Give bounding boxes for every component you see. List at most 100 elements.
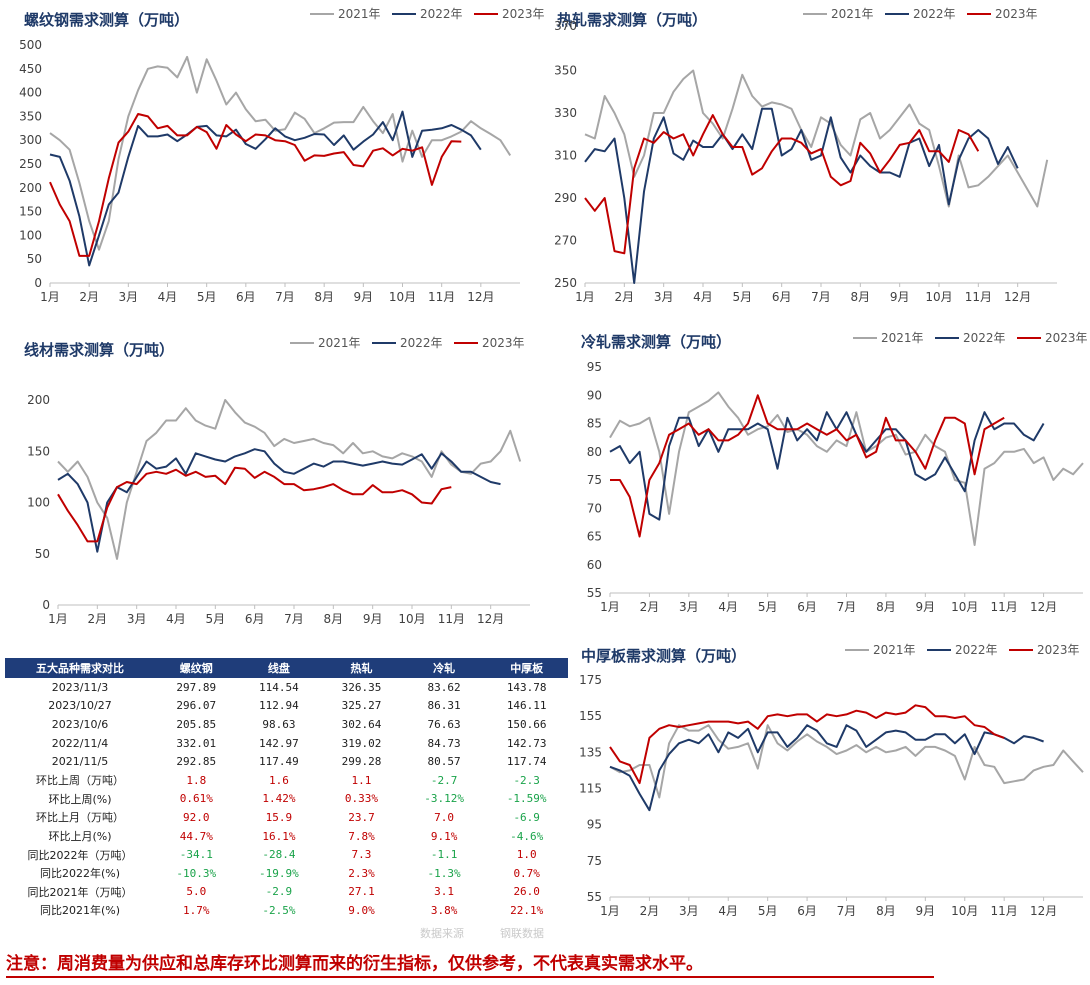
x-tick-label: 9月 — [890, 290, 910, 304]
rebar-demand-chart: 螺纹钢需求测算（万吨） 2021年 2022年 2023年 0 50 100 150 200 25… — [0, 0, 545, 320]
y-tick-label: 50 — [35, 547, 50, 561]
legend-label: 2023年 — [1037, 643, 1080, 657]
series-line-s2023 — [584, 114, 980, 255]
row-label: 2023/10/27 — [48, 699, 112, 713]
legend-label: 2023年 — [482, 336, 525, 350]
x-tick-label: 8月 — [324, 612, 344, 626]
y-tick-label: 70 — [587, 501, 602, 515]
legend-label: 2022年 — [400, 336, 443, 350]
table-cell: 117.74 — [506, 755, 547, 769]
table-header-cell: 五大品种需求对比 — [5, 658, 155, 678]
table-cell: 143.78 — [506, 680, 547, 694]
table-cell: 112.94 — [259, 699, 299, 713]
table-cell: 1.0 — [516, 848, 537, 862]
table-cell: 0.7% — [513, 866, 540, 880]
y-tick-label: 100 — [19, 228, 42, 242]
x-tick-label: 4月 — [693, 290, 713, 304]
row-label: 同比2021年（万吨） — [27, 885, 133, 899]
x-tick-label: 7月 — [284, 612, 304, 626]
x-tick-label: 6月 — [236, 290, 256, 304]
row-label: 2023/11/3 — [51, 680, 109, 694]
legend-label: 2023年 — [995, 7, 1038, 21]
table-cell: 0.61% — [179, 792, 213, 806]
x-tick-label: 1月 — [48, 612, 68, 626]
row-label: 同比2022年（万吨） — [27, 848, 133, 862]
x-tick-label: 10月 — [398, 612, 425, 626]
table-row: 2023/10/27 296.07 112.94 325.27 86.31 146.11 — [5, 697, 568, 716]
table-cell: 142.73 — [506, 736, 547, 750]
table-cell: 27.1 — [348, 885, 375, 899]
table-cell: -1.3% — [427, 866, 461, 880]
y-tick-label: 95 — [587, 360, 602, 374]
series-line-s2023 — [49, 113, 462, 257]
x-tick-label: 6月 — [772, 290, 792, 304]
table-cell: 302.64 — [341, 717, 382, 731]
x-tick-label: 8月 — [876, 600, 896, 614]
table-cell: 1.7% — [183, 903, 210, 917]
table-header-cell: 螺纹钢 — [155, 658, 238, 678]
table-cell: 2.3% — [348, 866, 375, 880]
x-tick-label: 8月 — [851, 290, 871, 304]
table-header-cell: 冷轧 — [402, 658, 486, 678]
x-tick-label: 6月 — [797, 600, 817, 614]
x-tick-label: 3月 — [679, 904, 699, 918]
table-cell: 22.1% — [510, 903, 544, 917]
x-tick-label: 9月 — [916, 600, 936, 614]
series-line-s2023 — [57, 466, 452, 543]
y-tick-label: 300 — [19, 133, 42, 147]
y-tick-label: 250 — [19, 157, 42, 171]
y-tick-label: 350 — [554, 64, 577, 78]
table-cell: 16.1% — [262, 829, 296, 843]
y-tick-label: 250 — [554, 276, 577, 290]
table-cell: 117.49 — [259, 755, 299, 769]
table-cell: 296.07 — [176, 699, 217, 713]
x-tick-label: 7月 — [811, 290, 831, 304]
table-cell: 86.31 — [427, 699, 461, 713]
x-tick-label: 8月 — [314, 290, 334, 304]
table-cell: -2.3 — [513, 773, 540, 787]
x-tick-label: 1月 — [600, 600, 620, 614]
table-cell: -2.5% — [262, 903, 296, 917]
y-tick-label: 55 — [587, 586, 602, 600]
x-tick-label: 4月 — [718, 904, 738, 918]
table-cell: -1.1 — [430, 848, 458, 862]
row-label: 2022/11/4 — [51, 736, 109, 750]
table-row: 环比上月(%) 44.7% 16.1% 7.8% 9.1% -4.6% — [5, 827, 568, 846]
x-tick-label: 2月 — [640, 904, 660, 918]
y-tick-label: 350 — [19, 109, 42, 123]
y-tick-label: 60 — [587, 558, 602, 572]
x-tick-label: 5月 — [758, 600, 778, 614]
chart-title: 中厚板需求测算（万吨） — [581, 647, 746, 665]
y-tick-label: 310 — [554, 149, 577, 163]
table-cell: -34.1 — [179, 848, 213, 862]
table-cell: 146.11 — [506, 699, 547, 713]
x-tick-label: 12月 — [1004, 290, 1031, 304]
x-tick-label: 10月 — [925, 290, 952, 304]
x-tick-label: 10月 — [951, 904, 978, 918]
table-row: 环比上月（万吨） 92.0 15.9 23.7 7.0 -6.9 — [5, 808, 568, 827]
series-line-s2021 — [609, 724, 1084, 799]
table-cell: 0.33% — [344, 792, 379, 806]
x-tick-label: 2月 — [640, 600, 660, 614]
row-label: 同比2022年(%) — [39, 867, 121, 881]
table-row: 环比上周（万吨） 1.8 1.6 1.1 -2.7 -2.3 — [5, 771, 568, 790]
table-cell: 23.7 — [348, 810, 375, 824]
x-tick-label: 4月 — [158, 290, 178, 304]
x-tick-label: 12月 — [477, 612, 504, 626]
y-tick-label: 330 — [554, 106, 577, 120]
x-tick-label: 3月 — [127, 612, 147, 626]
crc-chart-svg: 冷轧需求测算（万吨） 2021年 2022年 2023年 55 60 65 70 75 80 85 9… — [581, 331, 1088, 614]
legend-label: 2022年 — [963, 331, 1006, 345]
x-tick-label: 12月 — [1030, 600, 1057, 614]
y-tick-label: 75 — [587, 854, 602, 868]
x-tick-label: 1月 — [40, 290, 60, 304]
series-line-s2023 — [609, 704, 1005, 785]
series-line-s2022 — [57, 448, 501, 553]
table-cell: 9.0% — [348, 903, 375, 917]
table-cell: 76.63 — [427, 717, 461, 731]
y-tick-label: 290 — [554, 191, 577, 205]
y-tick-label: 450 — [19, 62, 42, 76]
table-cell: 3.1 — [434, 885, 455, 899]
rebar-chart-svg: 螺纹钢需求测算（万吨） 2021年 2022年 2023年 0 50 100 150 200 25… — [19, 7, 544, 304]
table-cell: 299.28 — [341, 755, 382, 769]
